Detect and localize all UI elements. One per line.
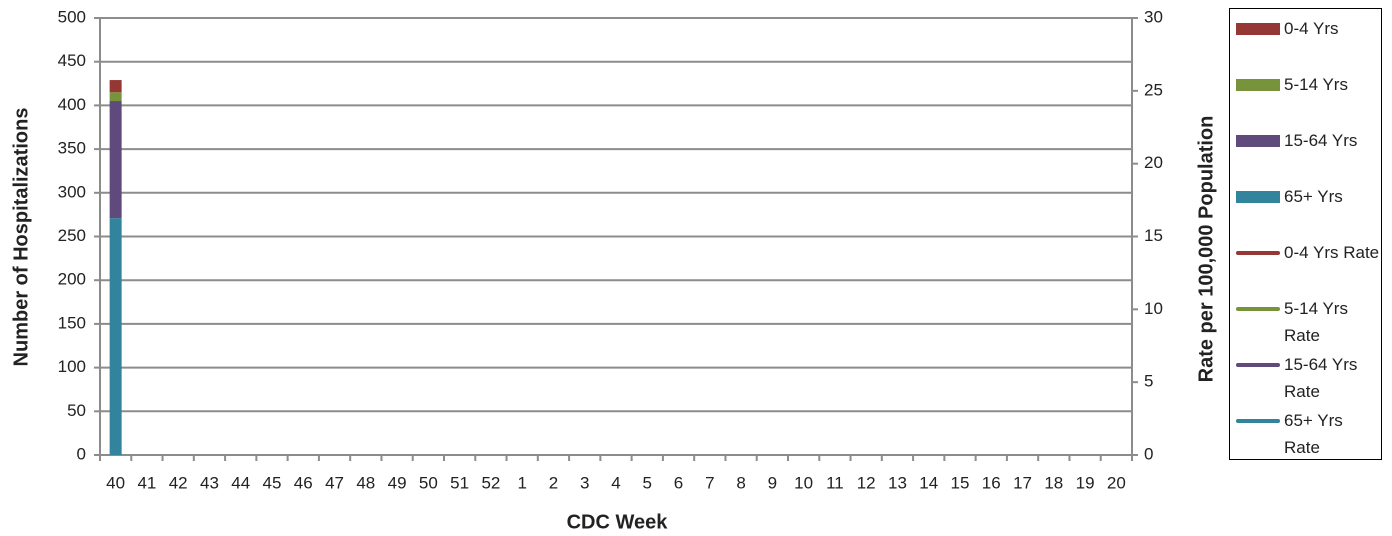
x-tick-label: 44 [231, 473, 250, 492]
y-tick-label: 500 [58, 7, 86, 26]
x-tick-label: 45 [263, 473, 282, 492]
legend-swatch [1236, 307, 1280, 311]
x-tick-label: 10 [794, 473, 813, 492]
legend-swatch [1236, 251, 1280, 255]
y-tick-label: 50 [67, 401, 86, 420]
legend: 0-4 Yrs 5-14 Yrs 15-64 Yrs 65+ Yrs 0-4 Yrs R… [1229, 8, 1382, 460]
y2-tick-label: 20 [1144, 153, 1163, 172]
bar-segment [109, 218, 122, 455]
legend-label: 15-64 Yrs Rate [1284, 355, 1358, 401]
x-tick-label: 4 [611, 473, 620, 492]
y-tick-label: 250 [58, 226, 86, 245]
x-tick-label: 50 [419, 473, 438, 492]
x-axis-title: CDC Week [567, 511, 669, 533]
x-tick-label: 41 [137, 473, 156, 492]
y-tick-label: 150 [58, 313, 86, 332]
legend-swatch [1236, 363, 1280, 367]
x-tick-label: 8 [736, 473, 745, 492]
y-tick-label: 0 [77, 444, 86, 463]
legend-entry: 15-64 Yrs Rate [1230, 351, 1381, 407]
y-tick-label: 450 [58, 51, 86, 70]
x-tick-label: 13 [888, 473, 907, 492]
x-tick-label: 12 [857, 473, 876, 492]
x-tick-label: 15 [951, 473, 970, 492]
x-tick-label: 18 [1044, 473, 1063, 492]
bar-segment [109, 101, 122, 219]
y2-tick-label: 0 [1144, 444, 1153, 463]
legend-label: 15-64 Yrs [1284, 131, 1358, 150]
x-tick-label: 52 [481, 473, 500, 492]
x-tick-label: 16 [982, 473, 1001, 492]
legend-entry: 65+ Yrs [1230, 183, 1381, 239]
y2-tick-label: 10 [1144, 299, 1163, 318]
legend-entry: 5-14 Yrs [1230, 71, 1381, 127]
y-tick-label: 400 [58, 95, 86, 114]
x-tick-label: 5 [643, 473, 652, 492]
legend-swatch [1236, 419, 1280, 423]
x-tick-label: 1 [517, 473, 526, 492]
y2-tick-label: 5 [1144, 372, 1153, 391]
y-axis-title: Number of Hospitalizations [10, 108, 32, 367]
x-tick-label: 47 [325, 473, 344, 492]
legend-label: 0-4 Yrs Rate [1284, 243, 1380, 262]
legend-entry: 0-4 Yrs [1230, 15, 1381, 71]
y-tick-label: 200 [58, 270, 86, 289]
x-tick-label: 14 [919, 473, 938, 492]
x-tick-label: 51 [450, 473, 469, 492]
x-tick-label: 7 [705, 473, 714, 492]
bar-segment [109, 92, 122, 102]
y-tick-label: 300 [58, 182, 86, 201]
y2-tick-label: 15 [1144, 226, 1163, 245]
legend-entry: 5-14 Yrs Rate [1230, 295, 1381, 351]
x-tick-label: 11 [826, 473, 844, 492]
y-tick-label: 350 [58, 139, 86, 158]
legend-swatch [1236, 79, 1280, 91]
legend-entry: 15-64 Yrs [1230, 127, 1381, 183]
x-tick-label: 19 [1076, 473, 1095, 492]
x-tick-label: 2 [549, 473, 558, 492]
legend-swatch [1236, 135, 1280, 147]
x-tick-label: 40 [106, 473, 125, 492]
x-tick-label: 43 [200, 473, 219, 492]
y2-tick-label: 25 [1144, 80, 1163, 99]
y-tick-label: 100 [58, 357, 86, 376]
legend-label: 65+ Yrs Rate [1284, 411, 1343, 457]
x-tick-label: 20 [1107, 473, 1126, 492]
y2-tick-label: 30 [1144, 7, 1163, 26]
bar-segment [109, 80, 122, 93]
legend-swatch [1236, 23, 1280, 35]
x-tick-label: 48 [356, 473, 375, 492]
x-tick-label: 17 [1013, 473, 1032, 492]
x-tick-label: 9 [768, 473, 777, 492]
x-tick-label: 49 [388, 473, 407, 492]
legend-label: 5-14 Yrs [1284, 75, 1348, 94]
x-tick-label: 46 [294, 473, 313, 492]
legend-label: 5-14 Yrs Rate [1284, 299, 1348, 345]
legend-label: 65+ Yrs [1284, 187, 1343, 206]
legend-label: 0-4 Yrs [1284, 19, 1339, 38]
x-tick-label: 3 [580, 473, 589, 492]
legend-swatch [1236, 191, 1280, 203]
legend-entry: 65+ Yrs Rate [1230, 407, 1381, 463]
legend-entry: 0-4 Yrs Rate [1230, 239, 1381, 295]
x-tick-label: 6 [674, 473, 683, 492]
y2-axis-title: Rate per 100,000 Population [1195, 116, 1217, 383]
x-tick-label: 42 [169, 473, 188, 492]
